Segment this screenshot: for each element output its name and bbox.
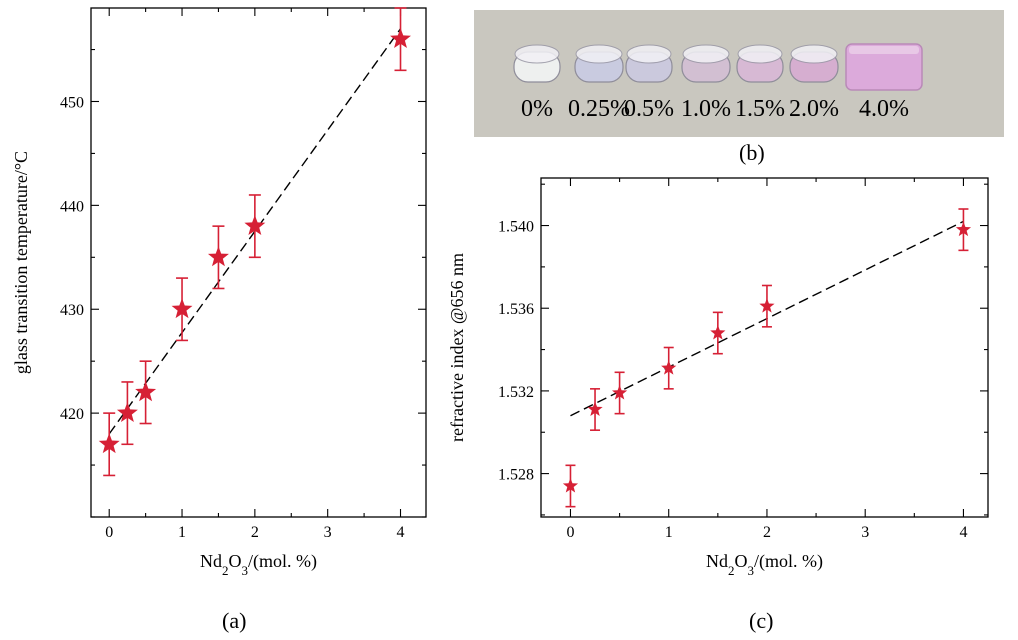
- panel-c-ylabel: refractive index @656 nm: [447, 253, 467, 442]
- panel-a-ytick-label: 440: [60, 198, 84, 215]
- panel-a-data-point: [135, 381, 157, 402]
- sample-label: 4.0%: [859, 96, 909, 122]
- sample-label: 1.0%: [681, 96, 731, 122]
- panel-c-data-point: [587, 401, 603, 416]
- panel-a-ytick-label: 450: [60, 94, 84, 111]
- panel-c-xtick-label: 2: [763, 524, 771, 541]
- panel-a-data-point: [390, 28, 411, 49]
- panel-c-data-point: [759, 298, 775, 313]
- panel-c-xlabel: Nd2O3/(mol. %): [706, 551, 823, 578]
- sample-label: 2.0%: [789, 96, 839, 122]
- panel-a-ytick-label: 430: [60, 302, 84, 319]
- sample-disc-top: [790, 44, 838, 64]
- panel-a-ytick-label: 420: [60, 406, 84, 423]
- panel-c-data-point: [562, 477, 579, 493]
- panel-c-data-point: [710, 325, 726, 340]
- panel-a-xtick-label: 4: [397, 524, 405, 541]
- panel-c-xtick-label: 1: [665, 524, 673, 541]
- sample-label: 0.5%: [624, 96, 674, 122]
- panel-c-ytick-label: 1.536: [498, 301, 534, 318]
- panel-c-data-point: [661, 360, 677, 375]
- sample-label: 0%: [521, 96, 553, 122]
- panel-c-xtick-label: 0: [566, 524, 574, 541]
- panel-b-photo: 0% 0.25% 0.5% 1.0% 1.5% 2.0% 4.0%: [474, 10, 1004, 137]
- panel-c-xtick-label: 4: [959, 524, 967, 541]
- panel-a-data-point: [116, 402, 138, 423]
- panel-a-data-point: [244, 215, 266, 236]
- panel-c-ytick-label: 1.540: [498, 219, 534, 236]
- panel-a-ylabel: glass transition temperature/°C: [11, 151, 31, 374]
- panel-c-data-point: [955, 221, 972, 237]
- panel-a-xtick-label: 1: [178, 524, 186, 541]
- panel-b-label: (b): [739, 140, 765, 165]
- panel-a-xtick-label: 2: [251, 524, 259, 541]
- panel-c-ytick-label: 1.528: [498, 467, 534, 484]
- panel-a-group: 0 1 2 3 4 420 430 440 450 Nd2O3/(mol. %) glass tra…: [11, 7, 427, 578]
- sample-block: [845, 43, 923, 91]
- sample-block-highlight: [849, 46, 919, 54]
- panel-c-ytick-label: 1.532: [498, 384, 534, 401]
- panel-c-frame: [540, 177, 989, 518]
- panel-a-frame: [90, 7, 427, 518]
- panel-c-data-point: [611, 384, 628, 400]
- panel-c-label: (c): [749, 608, 774, 633]
- panel-a-xlabel: Nd2O3/(mol. %): [200, 551, 317, 578]
- sample-label: 0.25%: [568, 96, 630, 122]
- panel-a-data-point: [98, 433, 120, 454]
- sample-discs: 0% 0.25%0.5% 1.0% 1.5% 2.0% 4.0%: [513, 43, 923, 122]
- panel-a-data-point: [207, 246, 229, 267]
- panel-a-label: (a): [222, 608, 247, 633]
- sample-disc-top: [737, 44, 783, 64]
- sample-disc-top: [514, 44, 560, 64]
- panel-a-xtick-label: 3: [324, 524, 332, 541]
- panel-a-data-point: [171, 298, 193, 319]
- sample-disc-top: [682, 44, 730, 64]
- panel-a-xtick-label: 0: [105, 524, 113, 541]
- sample-disc-top: [575, 44, 623, 64]
- sample-label: 1.5%: [735, 96, 785, 122]
- sample-disc-top: [626, 44, 672, 64]
- panel-c-group: 0 1 2 3 4 1.528 1.532 1.536 1.540 Nd2O3/(mol. %) r…: [447, 177, 989, 578]
- panel-c-xtick-label: 3: [861, 524, 869, 541]
